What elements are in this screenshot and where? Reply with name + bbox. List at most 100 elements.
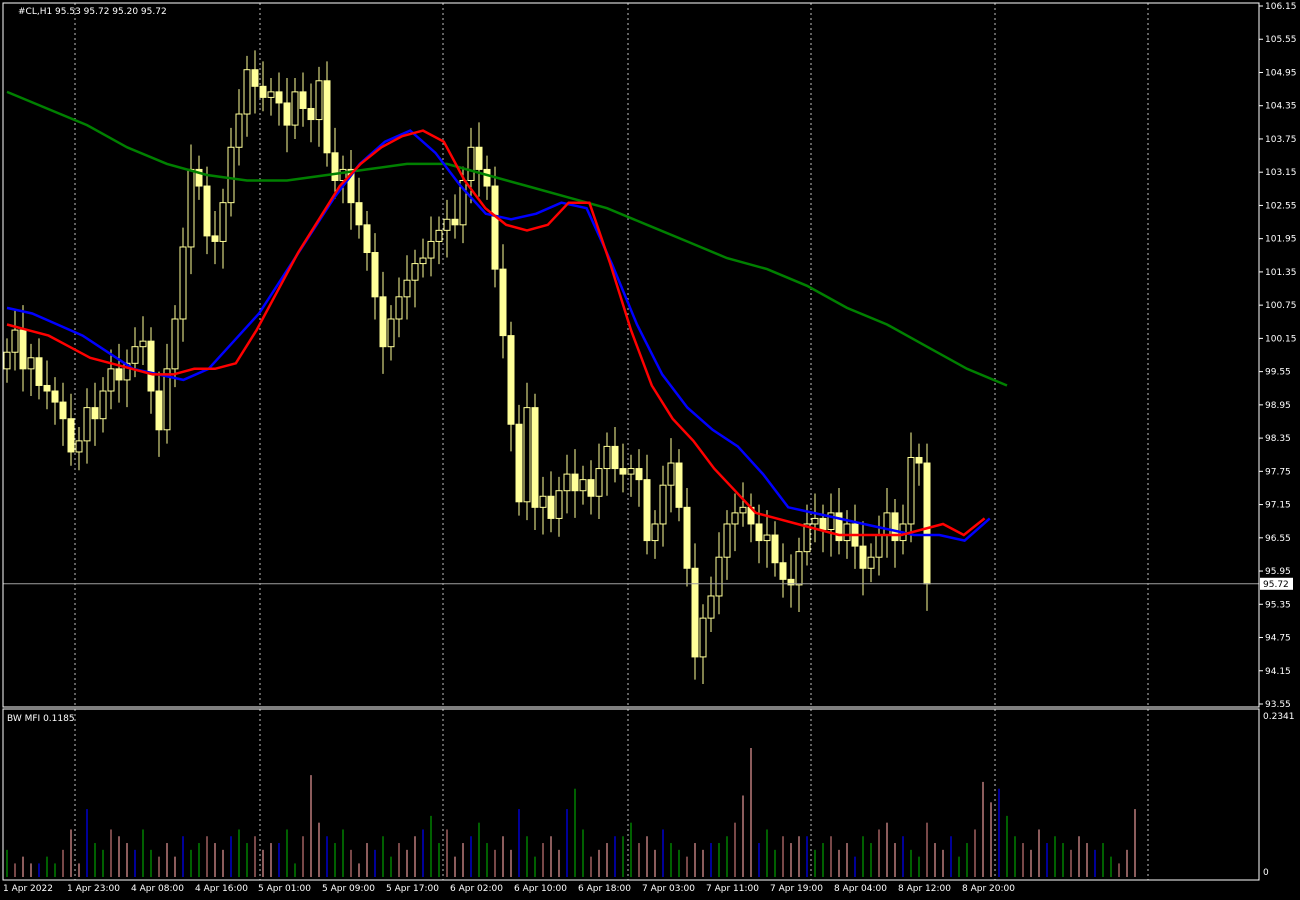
candle-body (35, 357, 43, 386)
candle-body (587, 479, 595, 497)
time-axis-label: 5 Apr 09:00 (322, 884, 375, 894)
price-axis-label: 100.75 (1265, 301, 1297, 311)
candle-body (267, 91, 275, 98)
candle-body (43, 384, 51, 392)
candle-body (3, 351, 11, 370)
candle-body (291, 91, 299, 126)
candle-body (67, 418, 75, 453)
candle-body (99, 390, 107, 420)
candle-body (531, 407, 539, 508)
candle-body (155, 390, 163, 431)
price-axis-label: 97.75 (1265, 467, 1291, 477)
indicator-axis-bottom-label: 0 (1263, 868, 1269, 878)
candle-body (539, 495, 547, 508)
candle-body (123, 362, 131, 381)
candle-body (131, 346, 139, 364)
candle-body (467, 146, 475, 181)
candle-body (811, 517, 819, 525)
candle-body (107, 368, 115, 392)
price-panel-frame (2, 2, 1260, 708)
candle-body (723, 523, 731, 558)
price-axis-label: 97.15 (1265, 501, 1291, 511)
candle-body (755, 523, 763, 542)
candle-body (275, 91, 283, 104)
price-axis-label: 102.55 (1265, 201, 1297, 211)
candle-body (483, 168, 491, 187)
candle-body (603, 445, 611, 470)
price-axis-label: 104.95 (1265, 68, 1297, 78)
candle-body (395, 296, 403, 320)
price-axis-label: 101.95 (1265, 235, 1297, 245)
candle-body (515, 423, 523, 503)
candle-body (75, 440, 83, 453)
candle-body (787, 578, 795, 586)
time-axis-label: 4 Apr 08:00 (131, 884, 184, 894)
candle-body (859, 545, 867, 569)
time-axis-label: 7 Apr 03:00 (642, 884, 695, 894)
candle-body (83, 407, 91, 442)
candle-body (667, 462, 675, 486)
candle-body (827, 512, 835, 531)
candle-body (675, 462, 683, 508)
ma-mid-line (6, 129, 991, 542)
candle-body (915, 456, 923, 464)
candle-body (91, 407, 99, 420)
candle-body (347, 168, 355, 204)
candle-body (299, 91, 307, 109)
candle-body (147, 340, 155, 392)
candle-body (563, 473, 571, 492)
time-axis-label: 6 Apr 10:00 (514, 884, 567, 894)
candle-body (355, 202, 363, 226)
candle-body (555, 490, 563, 519)
candle-body (739, 506, 747, 514)
current-price-badge (1260, 577, 1293, 590)
candle-body (211, 235, 219, 242)
chart-header: #CL,H1 95.53 95.72 95.20 95.72 (18, 7, 167, 17)
time-axis-label: 7 Apr 11:00 (706, 884, 759, 894)
ma-slow-line (6, 90, 1008, 387)
candle-body (619, 468, 627, 475)
time-axis-label: 6 Apr 02:00 (450, 884, 503, 894)
candle-body (611, 445, 619, 470)
candle-body (19, 329, 27, 370)
candle-body (499, 268, 507, 337)
price-panel[interactable] (3, 3, 1259, 707)
candle-body (419, 257, 427, 265)
time-axis-label: 1 Apr 23:00 (67, 884, 120, 894)
candle-body (315, 80, 323, 121)
ma-fast-line (6, 129, 986, 537)
price-axis-label: 100.15 (1265, 334, 1297, 344)
candle-body (411, 263, 419, 281)
candle-body (683, 506, 691, 569)
candle-body (547, 495, 555, 519)
candle-body (435, 229, 443, 242)
candle-body (251, 69, 259, 87)
price-axis-label: 98.35 (1265, 434, 1291, 444)
price-axis-label: 95.35 (1265, 600, 1291, 610)
candle-body (763, 534, 771, 542)
candle-body (227, 146, 235, 204)
time-axis-label: 5 Apr 01:00 (258, 884, 311, 894)
candle-body (843, 523, 851, 542)
indicator-label: BW MFI 0.1185 (7, 714, 75, 724)
candle-body (139, 340, 147, 348)
candle-body (307, 107, 315, 121)
indicator-panel-frame (2, 708, 1260, 881)
price-axis-label: 94.75 (1265, 634, 1291, 644)
price-axis-label: 95.95 (1265, 567, 1291, 577)
candle-body (27, 357, 35, 370)
candle-body (595, 468, 603, 497)
candle-body (651, 523, 659, 542)
candle-body (523, 407, 531, 503)
candle-body (867, 556, 875, 569)
candle-body (259, 85, 267, 98)
candle-body (691, 567, 699, 658)
candle-body (371, 252, 379, 298)
candle-body (427, 240, 435, 259)
candle-body (795, 551, 803, 586)
candle-body (779, 562, 787, 580)
candle-body (715, 556, 723, 597)
time-axis-label: 8 Apr 04:00 (834, 884, 887, 894)
candle-body (659, 484, 667, 525)
